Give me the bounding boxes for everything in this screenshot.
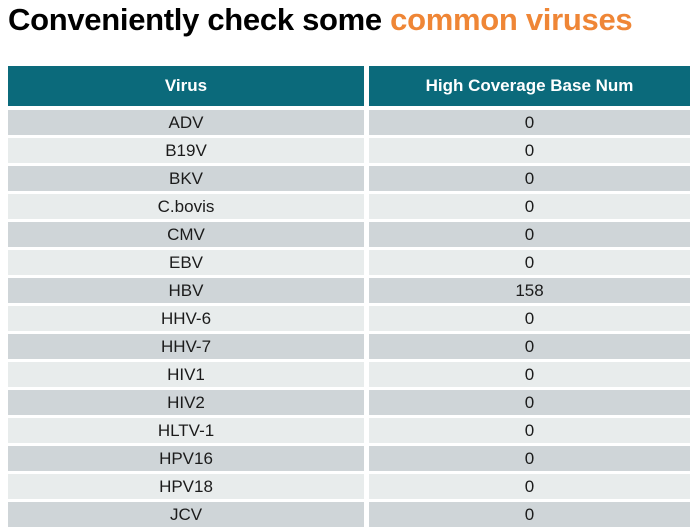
- virus-name-cell: HPV16: [8, 445, 364, 471]
- virus-name-cell: HBV: [8, 277, 364, 303]
- table-row: EBV 0: [8, 249, 690, 275]
- virus-name-cell: HHV-7: [8, 333, 364, 359]
- virus-name-cell: EBV: [8, 249, 364, 275]
- virus-name-cell: HHV-6: [8, 305, 364, 331]
- virus-table: Virus High Coverage Base Num ADV 0 B19V …: [8, 65, 690, 527]
- coverage-value-cell: 0: [369, 221, 690, 247]
- table-row: ADV 0: [8, 109, 690, 135]
- virus-name-cell: HLTV-1: [8, 417, 364, 443]
- column-header-coverage: High Coverage Base Num: [369, 65, 690, 106]
- table-row: HPV18 0: [8, 473, 690, 499]
- coverage-value-cell: 0: [369, 137, 690, 163]
- virus-name-cell: BKV: [8, 165, 364, 191]
- coverage-value-cell: 0: [369, 165, 690, 191]
- coverage-value-cell: 0: [369, 473, 690, 499]
- virus-name-cell: HIV1: [8, 361, 364, 387]
- virus-name-cell: ADV: [8, 109, 364, 135]
- coverage-value-cell: 0: [369, 501, 690, 527]
- table-row: HLTV-1 0: [8, 417, 690, 443]
- table-row: HIV2 0: [8, 389, 690, 415]
- table-body: ADV 0 B19V 0 BKV 0 C.bovis 0 CMV 0 EBV 0…: [8, 109, 690, 527]
- table-row: BKV 0: [8, 165, 690, 191]
- table-row: HPV16 0: [8, 445, 690, 471]
- table-row: C.bovis 0: [8, 193, 690, 219]
- table-row: HHV-7 0: [8, 333, 690, 359]
- coverage-value-cell: 0: [369, 109, 690, 135]
- table-row: B19V 0: [8, 137, 690, 163]
- coverage-value-cell: 0: [369, 333, 690, 359]
- coverage-value-cell: 0: [369, 249, 690, 275]
- virus-name-cell: HPV18: [8, 473, 364, 499]
- table-header-row: Virus High Coverage Base Num: [8, 65, 690, 106]
- table-row: CMV 0: [8, 221, 690, 247]
- title-prefix: Conveniently check some: [8, 2, 391, 37]
- coverage-value-cell: 0: [369, 305, 690, 331]
- table-row: JCV 0: [8, 501, 690, 527]
- table-row: HHV-6 0: [8, 305, 690, 331]
- table-row: HIV1 0: [8, 361, 690, 387]
- virus-name-cell: HIV2: [8, 389, 364, 415]
- coverage-value-cell: 158: [369, 277, 690, 303]
- virus-name-cell: C.bovis: [8, 193, 364, 219]
- virus-name-cell: JCV: [8, 501, 364, 527]
- column-header-virus: Virus: [8, 65, 364, 106]
- page-title: Conveniently check some common viruses: [8, 2, 696, 38]
- virus-name-cell: CMV: [8, 221, 364, 247]
- coverage-value-cell: 0: [369, 361, 690, 387]
- coverage-value-cell: 0: [369, 445, 690, 471]
- title-highlight: common viruses: [390, 2, 633, 37]
- coverage-value-cell: 0: [369, 417, 690, 443]
- virus-name-cell: B19V: [8, 137, 364, 163]
- coverage-value-cell: 0: [369, 193, 690, 219]
- coverage-value-cell: 0: [369, 389, 690, 415]
- table-row: HBV 158: [8, 277, 690, 303]
